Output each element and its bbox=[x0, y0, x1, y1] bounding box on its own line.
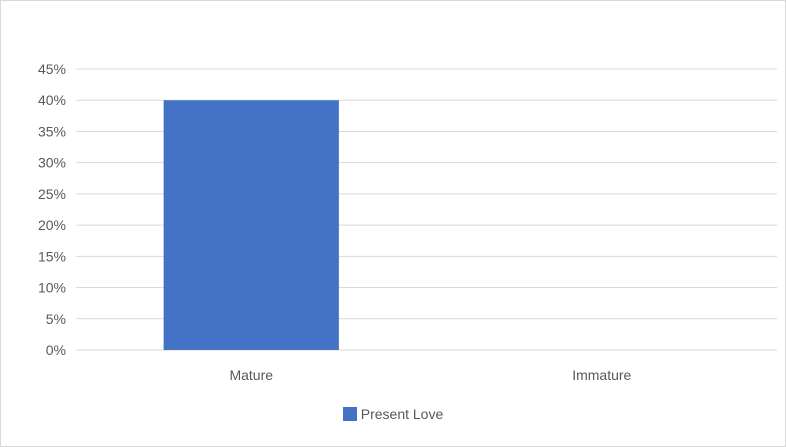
legend-label-present-love: Present Love bbox=[360, 406, 444, 422]
x-tick-label-mature: Mature bbox=[229, 367, 273, 383]
y-tick-label: 35% bbox=[38, 123, 66, 139]
legend: Present Love bbox=[1, 406, 785, 422]
y-tick-label: 10% bbox=[38, 280, 66, 296]
y-tick-label: 15% bbox=[38, 248, 66, 264]
y-tick-label: 5% bbox=[46, 311, 66, 327]
bars bbox=[163, 100, 339, 350]
y-axis-tick-labels: 0% 5% 10% 15% 20% 25% 30% 35% 40% 45% bbox=[38, 61, 66, 358]
bar-mature bbox=[163, 100, 339, 350]
y-tick-label: 20% bbox=[38, 217, 66, 233]
x-axis-tick-labels: Mature Immature bbox=[229, 367, 631, 383]
x-tick-label-immature: Immature bbox=[572, 367, 631, 383]
y-tick-label: 30% bbox=[38, 155, 66, 171]
legend-swatch-present-love bbox=[342, 407, 357, 421]
y-tick-label: 0% bbox=[46, 342, 66, 358]
y-tick-label: 25% bbox=[38, 186, 66, 202]
y-tick-label: 40% bbox=[38, 92, 66, 108]
y-tick-label: 45% bbox=[38, 61, 66, 77]
